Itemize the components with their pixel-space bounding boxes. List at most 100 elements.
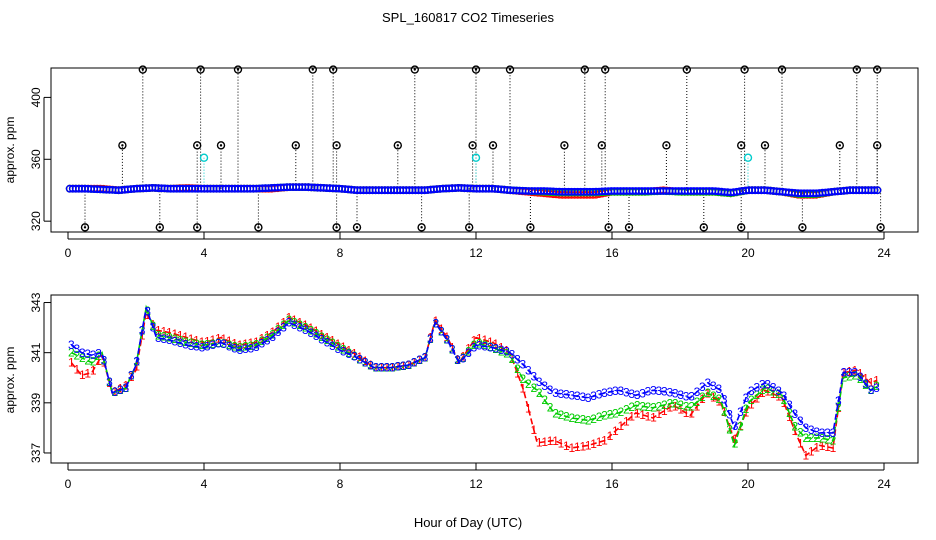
top-outlier-high-point	[233, 65, 243, 74]
top-plot-frame	[50, 67, 919, 233]
bottom-series-marker: 1	[797, 436, 804, 450]
top-outlier-cyan-point	[471, 153, 481, 162]
bottom-series-marker: 2	[509, 352, 516, 366]
bottom-series-marker: 2	[248, 339, 255, 353]
bottom-series-marker: 3	[634, 388, 641, 402]
top-outlier-mid-point	[760, 141, 770, 150]
bottom-series-marker: 3	[269, 330, 276, 344]
top-xtick-label: 24	[877, 246, 891, 260]
bottom-series-marker: 1	[732, 432, 739, 446]
top-outlier-mid-point-center	[563, 144, 566, 147]
bottom-series-marker: 2	[476, 337, 483, 351]
bottom-series-marker: 2	[188, 336, 195, 350]
bottom-series-marker: 1	[781, 396, 788, 410]
bottom-series-marker: 3	[68, 338, 75, 352]
bottom-series-marker: 3	[835, 394, 842, 408]
bottom-series-marker: 2	[275, 323, 282, 337]
bottom-series-marker: 1	[873, 374, 880, 388]
top-outlier-low-point	[254, 223, 263, 232]
bottom-series-marker: 3	[384, 361, 391, 375]
top-outlier-high-point	[196, 65, 205, 74]
bottom-series-marker: 2	[612, 407, 619, 421]
bottom-series-marker: 3	[607, 385, 614, 399]
bottom-series-marker: 3	[90, 348, 97, 362]
bottom-series-marker: 2	[639, 399, 646, 413]
bottom-xtick-label: 8	[337, 477, 344, 491]
bottom-series-marker: 2	[242, 340, 249, 354]
top-outlier-high-point	[471, 65, 481, 74]
bottom-series-marker: 1	[835, 401, 842, 415]
bottom-series-marker: 2	[302, 320, 309, 334]
bottom-series-marker: 3	[579, 390, 586, 404]
bottom-series-marker: 3	[862, 377, 869, 391]
bottom-series-marker: 2	[737, 419, 744, 433]
bottom-series-marker: 3	[220, 337, 227, 351]
bottom-series-marker: 2	[253, 337, 260, 351]
bottom-series-marker: 2	[656, 399, 663, 413]
bottom-series-marker: 2	[79, 351, 86, 365]
bottom-series-marker: 2	[291, 316, 298, 330]
bottom-series-marker: 3	[802, 421, 809, 435]
top-xtick-label: 8	[337, 246, 344, 260]
bottom-series-marker: 1	[770, 387, 777, 401]
bottom-series-marker: 1	[520, 381, 527, 395]
bottom-series-marker: 1	[530, 423, 537, 437]
bottom-series-marker: 3	[547, 383, 554, 397]
bottom-series-marker: 3	[171, 335, 178, 349]
bottom-series-marker: 3	[177, 336, 184, 350]
bottom-series-marker: 2	[683, 400, 690, 414]
bottom-series-marker: 2	[753, 388, 760, 402]
bottom-series-marker: 3	[492, 342, 499, 356]
bottom-series-marker: 2	[808, 431, 815, 445]
top-outlier-low-point	[192, 223, 202, 232]
bottom-series-marker: 1	[710, 390, 717, 404]
top-outlier-mid-point-center	[396, 144, 399, 147]
bottom-series-marker: 2	[830, 433, 837, 447]
bottom-series-marker: 1	[280, 315, 287, 329]
bottom-series-marker: 3	[139, 324, 146, 338]
bottom-series-marker: 1	[155, 324, 162, 338]
top-outlier-low-point-center	[335, 226, 338, 229]
bottom-series-marker: 1	[476, 332, 483, 346]
bottom-series-marker: 1	[579, 439, 586, 453]
top-outlier-mid-point	[560, 141, 569, 150]
bottom-ylabel: approx. ppm	[3, 347, 17, 414]
bottom-series-marker: 2	[438, 325, 445, 339]
bottom-series-marker: 2	[748, 393, 755, 407]
bottom-series-marker: 1	[808, 445, 815, 459]
bottom-series-marker: 2	[666, 397, 673, 411]
top-outlier-mid-point-center	[471, 144, 474, 147]
bottom-series-marker: 3	[672, 386, 679, 400]
bottom-series-marker: 3	[106, 375, 113, 389]
top-outlier-cyan-point	[743, 153, 753, 162]
bottom-series-marker: 1	[617, 419, 624, 433]
top-outlier-mid-point	[835, 141, 844, 150]
bottom-series-marker: 1	[661, 404, 668, 418]
bottom-series-marker: 3	[688, 390, 695, 404]
bottom-series-marker: 3	[335, 342, 342, 356]
bottom-series-marker: 1	[171, 327, 178, 341]
top-outlier-high-point	[505, 65, 515, 74]
bottom-series-marker: 2	[443, 333, 450, 347]
top-outlier-high-point-center	[685, 68, 688, 71]
bottom-xtick-label: 16	[605, 477, 619, 491]
bottom-series-marker: 3	[487, 340, 494, 354]
bottom-series-marker: 3	[297, 320, 304, 334]
bottom-series-marker: 1	[215, 331, 222, 345]
bottom-series-marker: 3	[552, 386, 559, 400]
bottom-series-marker: 3	[394, 360, 401, 374]
bottom-series-marker: 3	[356, 352, 363, 366]
bottom-series-marker: 2	[258, 334, 265, 348]
top-outlier-high-point	[852, 65, 861, 74]
bottom-series-marker: 3	[427, 332, 434, 346]
top-outlier-low-point-center	[529, 226, 532, 229]
bottom-series-marker: 1	[258, 332, 265, 346]
bottom-series-marker: 2	[400, 359, 407, 373]
bottom-series-marker: 2	[563, 410, 570, 424]
bottom-series-marker: 2	[694, 395, 701, 409]
bottom-series-marker: 2	[177, 334, 184, 348]
bottom-series-marker: 3	[563, 388, 570, 402]
bottom-series-marker: 1	[345, 343, 352, 357]
bottom-series-marker: 1	[139, 329, 146, 343]
